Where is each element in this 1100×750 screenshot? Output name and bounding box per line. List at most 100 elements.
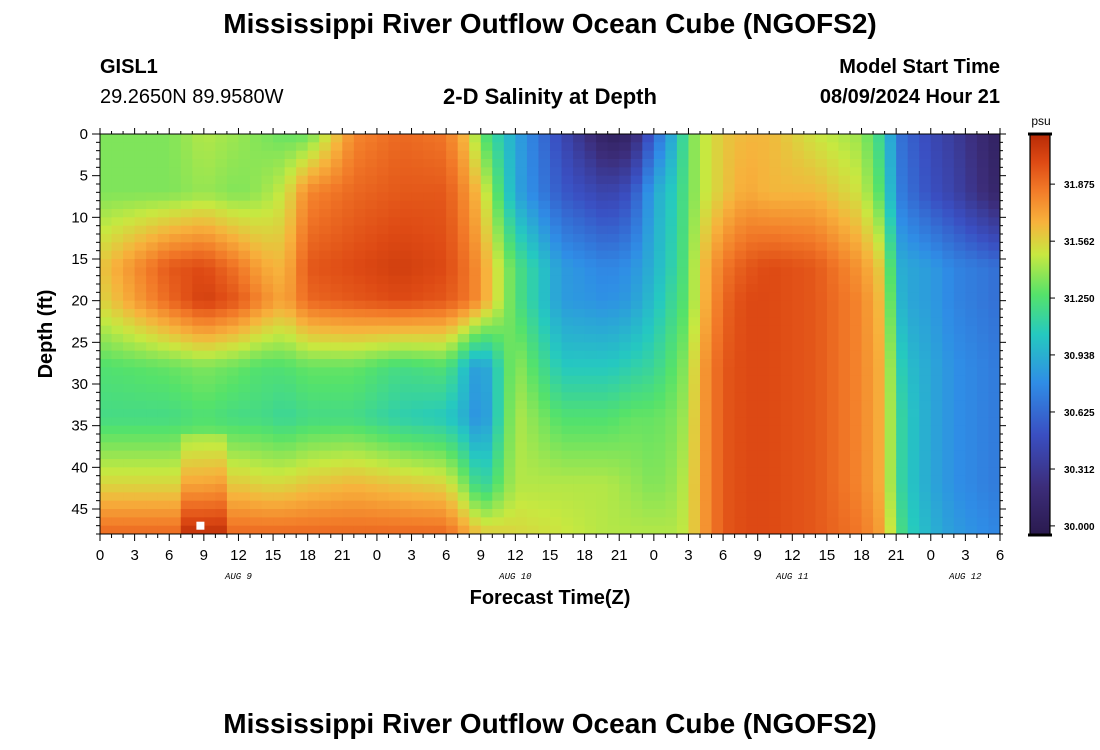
heatmap-cell bbox=[884, 192, 897, 202]
heatmap-cell bbox=[365, 284, 378, 293]
heatmap-cell bbox=[203, 359, 216, 368]
heatmap-cell bbox=[838, 434, 851, 443]
heatmap-cell bbox=[919, 134, 932, 143]
heatmap-cell bbox=[296, 375, 309, 385]
heatmap-cell bbox=[215, 459, 228, 468]
heatmap-cell bbox=[734, 242, 747, 252]
heatmap-cell bbox=[942, 309, 955, 318]
heatmap-cell bbox=[584, 367, 597, 377]
heatmap-cell bbox=[596, 217, 609, 227]
heatmap-cell bbox=[596, 417, 609, 427]
heatmap-cell bbox=[503, 442, 516, 452]
x-tick-label: 6 bbox=[996, 547, 1004, 564]
heatmap-cell bbox=[423, 425, 436, 435]
heatmap-cell bbox=[388, 217, 401, 227]
heatmap-cell bbox=[273, 367, 286, 377]
heatmap-cell bbox=[307, 167, 320, 177]
heatmap-cell bbox=[653, 209, 666, 218]
x-tick-label: 3 bbox=[130, 547, 138, 564]
heatmap-cell bbox=[284, 134, 297, 143]
heatmap-cell bbox=[111, 450, 124, 460]
heatmap-cell bbox=[273, 342, 286, 352]
heatmap-cell bbox=[988, 267, 1001, 277]
heatmap-cell bbox=[203, 367, 216, 377]
heatmap-cell bbox=[388, 425, 401, 435]
heatmap-cell bbox=[457, 300, 470, 310]
heatmap-cell bbox=[423, 500, 436, 510]
heatmap-cell bbox=[365, 317, 378, 327]
heatmap-cell bbox=[630, 500, 643, 510]
heatmap-cell bbox=[550, 250, 563, 260]
heatmap-cell bbox=[619, 509, 632, 518]
heatmap-cell bbox=[688, 384, 701, 393]
heatmap-cell bbox=[446, 367, 459, 377]
heatmap-cell bbox=[838, 175, 851, 185]
heatmap-cell bbox=[907, 525, 920, 535]
heatmap-cell bbox=[388, 359, 401, 368]
heatmap-cell bbox=[446, 492, 459, 502]
heatmap-cell bbox=[123, 342, 136, 352]
heatmap-cell bbox=[861, 450, 874, 460]
heatmap-cell bbox=[307, 525, 320, 535]
heatmap-cell bbox=[284, 159, 297, 168]
x-tick-label: 0 bbox=[650, 547, 658, 564]
heatmap-cell bbox=[353, 392, 366, 402]
heatmap-cell bbox=[526, 300, 539, 310]
heatmap-cell bbox=[826, 384, 839, 393]
heatmap-cell bbox=[307, 184, 320, 193]
heatmap-cell bbox=[376, 309, 389, 318]
heatmap-cell bbox=[815, 359, 828, 368]
heatmap-cell bbox=[388, 134, 401, 143]
heatmap-cell bbox=[480, 334, 493, 343]
heatmap-cell bbox=[976, 200, 989, 210]
heatmap-cell bbox=[330, 442, 343, 452]
heatmap-cell bbox=[988, 234, 1001, 243]
heatmap-cell bbox=[607, 500, 620, 510]
heatmap-cell bbox=[907, 367, 920, 377]
heatmap-cell bbox=[746, 409, 759, 418]
heatmap-cell bbox=[388, 250, 401, 260]
heatmap-cell bbox=[711, 425, 724, 435]
heatmap-cell bbox=[700, 300, 713, 310]
heatmap-cell bbox=[180, 275, 193, 285]
heatmap-cell bbox=[146, 484, 159, 493]
heatmap-cell bbox=[573, 475, 586, 485]
heatmap-cell bbox=[480, 200, 493, 210]
heatmap-cell bbox=[919, 467, 932, 477]
heatmap-cell bbox=[907, 234, 920, 243]
heatmap-cell bbox=[307, 484, 320, 493]
heatmap-cell bbox=[884, 234, 897, 243]
heatmap-cell bbox=[919, 200, 932, 210]
heatmap-cell bbox=[665, 317, 678, 327]
heatmap-cell bbox=[250, 484, 263, 493]
heatmap-cell bbox=[538, 434, 551, 443]
heatmap-cell bbox=[411, 150, 424, 160]
heatmap-cell bbox=[123, 400, 136, 410]
heatmap-cell bbox=[400, 242, 413, 252]
heatmap-cell bbox=[134, 450, 147, 460]
heatmap-cell bbox=[180, 450, 193, 460]
heatmap-cell bbox=[976, 342, 989, 352]
heatmap-cell bbox=[388, 384, 401, 393]
heatmap-cell bbox=[919, 434, 932, 443]
heatmap-cell bbox=[942, 284, 955, 293]
heatmap-cell bbox=[665, 417, 678, 427]
heatmap-cell bbox=[584, 442, 597, 452]
heatmap-cell bbox=[388, 509, 401, 518]
heatmap-cell bbox=[930, 175, 943, 185]
heatmap-cell bbox=[746, 134, 759, 143]
heatmap-cell bbox=[480, 150, 493, 160]
heatmap-cell bbox=[215, 325, 228, 335]
heatmap-cell bbox=[573, 525, 586, 535]
heatmap-cell bbox=[653, 275, 666, 285]
heatmap-cell bbox=[573, 367, 586, 377]
heatmap-cell bbox=[653, 317, 666, 327]
heatmap-cell bbox=[342, 450, 355, 460]
heatmap-cell bbox=[561, 525, 574, 535]
heatmap-cell bbox=[653, 509, 666, 518]
heatmap-cell bbox=[873, 217, 886, 227]
heatmap-cell bbox=[169, 192, 182, 202]
heatmap-cell bbox=[376, 525, 389, 535]
heatmap-cell bbox=[203, 467, 216, 477]
heatmap-cell bbox=[434, 159, 447, 168]
